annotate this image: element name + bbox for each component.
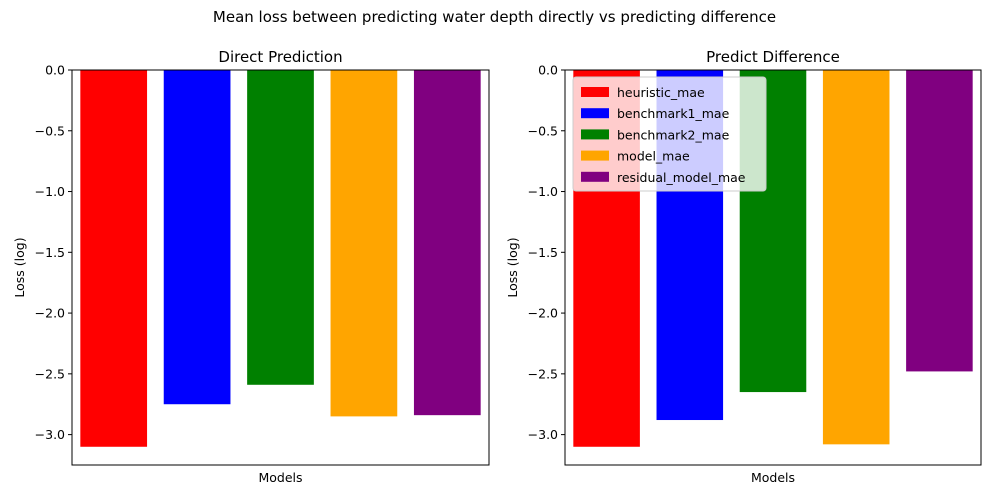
y-tick-label: −0.5 (35, 123, 65, 138)
y-axis-label: Loss (log) (12, 237, 27, 297)
legend-label-benchmark2-mae: benchmark2_mae (617, 127, 730, 142)
plot-frame (564, 69, 982, 466)
y-tick-label: −2.0 (528, 306, 558, 321)
y-tick-label: −3.0 (35, 427, 65, 442)
y-axis-label: Loss (log) (505, 237, 520, 297)
x-axis-label: Models (258, 470, 302, 485)
bar-residual-model-mae (906, 70, 973, 372)
bar-benchmark2-mae (247, 70, 314, 385)
legend-box (572, 76, 767, 192)
panel-title: Predict Difference (706, 48, 840, 66)
y-tick-label: −2.5 (35, 366, 65, 381)
y-tick-label: 0.0 (538, 63, 558, 78)
y-tick-label: −0.5 (528, 123, 558, 138)
y-tick-label: −2.0 (35, 306, 65, 321)
y-tick-label: −1.0 (528, 184, 558, 199)
bar-residual-model-mae (413, 70, 481, 416)
y-tick-label: −2.5 (528, 366, 558, 381)
y-tick-label: −3.0 (528, 427, 558, 442)
panel-title: Direct Prediction (218, 48, 342, 66)
legend-swatch-model-mae (581, 150, 609, 161)
y-tick-label: −1.0 (35, 184, 65, 199)
legend-label-heuristic-mae: heuristic_mae (617, 85, 705, 100)
y-tick-label: 0.0 (45, 63, 65, 78)
bar-model-mae (330, 70, 398, 417)
legend-swatch-benchmark1-mae (581, 108, 609, 119)
bar-model-mae (822, 70, 890, 445)
bar-benchmark1-mae (163, 70, 231, 405)
plot-frame (71, 69, 490, 466)
legend-label-residual-model-mae: residual_model_mae (617, 170, 746, 185)
bar-heuristic-mae (80, 70, 148, 447)
x-axis-label: Models (751, 470, 795, 485)
legend-label-benchmark1-mae: benchmark1_mae (617, 106, 730, 121)
y-tick-label: −1.5 (35, 245, 65, 260)
legend-swatch-residual-model-mae (581, 171, 609, 182)
legend-swatch-benchmark2-mae (581, 129, 609, 140)
legend-swatch-heuristic-mae (581, 87, 609, 97)
legend-label-model-mae: model_mae (617, 149, 690, 164)
y-tick-label: −1.5 (528, 245, 558, 260)
figure-title: Mean loss between predicting water depth… (212, 8, 777, 26)
